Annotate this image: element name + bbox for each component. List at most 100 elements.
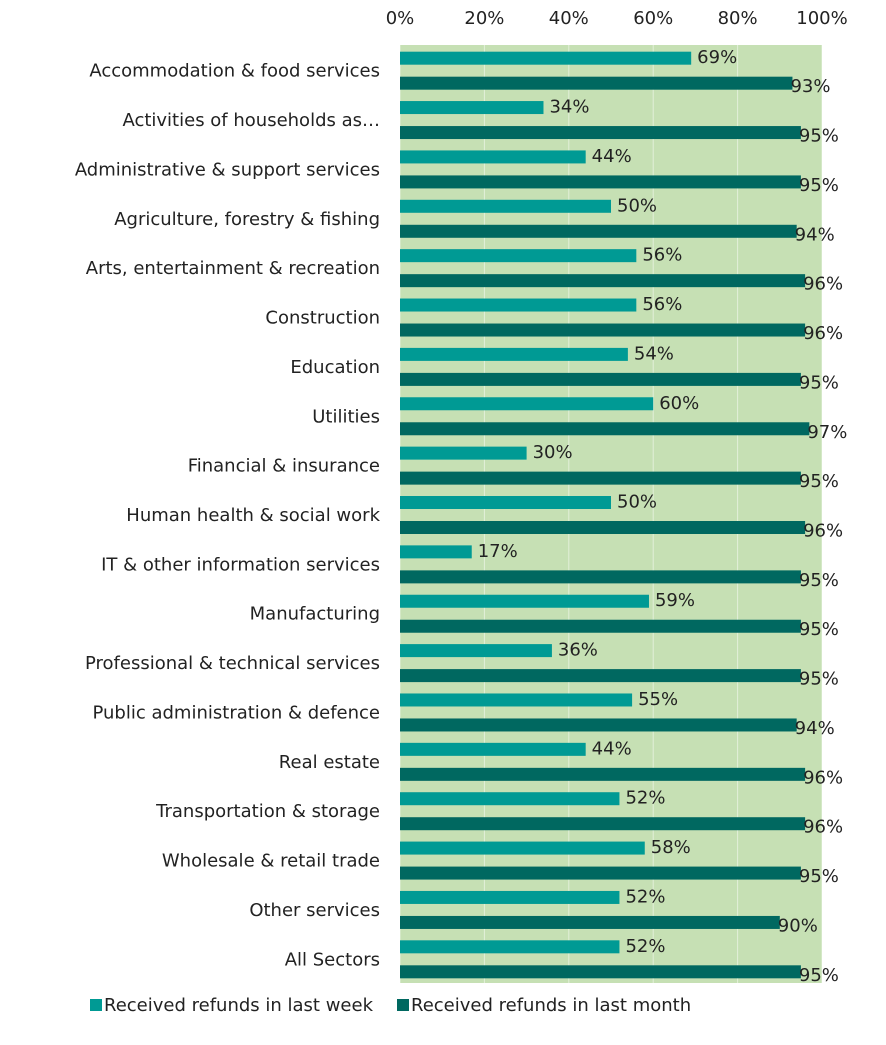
value-label: 95% (799, 372, 839, 393)
x-tick-label: 60% (633, 8, 673, 29)
value-label: 30% (533, 442, 573, 463)
value-label: 95% (799, 965, 839, 986)
bar (400, 644, 552, 658)
bar (400, 397, 654, 411)
category-label: Other services (249, 900, 380, 921)
value-label: 17% (478, 541, 518, 562)
value-label: 95% (799, 570, 839, 591)
bar (400, 669, 801, 683)
category-label: All Sectors (285, 949, 380, 970)
value-label: 96% (803, 521, 843, 542)
category-label: Utilities (312, 406, 380, 427)
category-label: Construction (265, 308, 380, 329)
x-tick-label: 20% (464, 8, 504, 29)
bar (400, 817, 806, 831)
value-label: 95% (799, 669, 839, 690)
value-label: 55% (638, 689, 678, 710)
bar (400, 570, 801, 584)
bar (400, 718, 797, 732)
bar (400, 298, 637, 312)
category-label: Transportation & storage (155, 801, 380, 822)
x-tick-label: 100% (796, 8, 847, 29)
bar (400, 126, 801, 140)
legend-swatch (90, 999, 102, 1011)
bar (400, 496, 611, 509)
bar (400, 274, 806, 288)
value-label: 97% (807, 422, 847, 443)
value-label: 96% (803, 767, 843, 788)
bar (400, 372, 801, 386)
value-label: 94% (795, 718, 835, 739)
bar (400, 51, 692, 65)
category-label: Accommodation & food services (89, 61, 380, 82)
category-label: Public administration & defence (92, 702, 380, 723)
value-label: 69% (697, 47, 737, 68)
category-label: Wholesale & retail trade (162, 851, 380, 872)
value-label: 34% (549, 97, 589, 118)
legend-swatch (397, 999, 409, 1011)
bar (400, 940, 620, 954)
bar (400, 471, 801, 485)
bar (400, 890, 620, 904)
bar (400, 199, 611, 213)
category-label: Education (290, 357, 380, 378)
value-label: 50% (617, 492, 657, 513)
value-label: 60% (659, 393, 699, 414)
value-label: 56% (642, 245, 682, 266)
bar (400, 101, 544, 115)
category-label: Manufacturing (250, 604, 380, 625)
value-label: 90% (778, 915, 818, 936)
value-label: 36% (558, 640, 598, 661)
category-label: Agriculture, forestry & fishing (114, 209, 380, 230)
bar (400, 422, 810, 436)
value-label: 96% (803, 323, 843, 344)
bar (400, 693, 633, 707)
bar (400, 742, 586, 756)
value-label: 54% (634, 343, 674, 364)
value-label: 95% (799, 126, 839, 147)
value-label: 94% (795, 224, 835, 245)
bar (400, 866, 801, 880)
bar (400, 545, 472, 559)
value-label: 96% (803, 817, 843, 838)
value-label: 44% (592, 146, 632, 167)
value-label: 44% (592, 738, 632, 759)
category-label: Financial & insurance (188, 456, 380, 477)
value-label: 59% (655, 590, 695, 611)
value-label: 95% (799, 866, 839, 887)
value-label: 52% (625, 886, 665, 907)
bar (400, 915, 780, 929)
value-label: 52% (625, 788, 665, 809)
category-label: Arts, entertainment & recreation (86, 258, 380, 279)
bar (400, 150, 586, 164)
category-label: Professional & technical services (85, 653, 380, 674)
legend-label: Received refunds in last month (411, 995, 691, 1016)
bar (400, 792, 620, 806)
value-label: 58% (651, 837, 691, 858)
category-label: IT & other information services (101, 554, 380, 575)
value-label: 56% (642, 294, 682, 315)
bar (400, 76, 793, 90)
value-label: 96% (803, 274, 843, 295)
value-label: 95% (799, 471, 839, 492)
category-label: Administrative & support services (75, 159, 380, 180)
value-label: 95% (799, 619, 839, 640)
bar (400, 224, 797, 238)
bar (400, 323, 806, 337)
category-label: Activities of households as… (122, 110, 380, 131)
bar (400, 347, 628, 361)
category-label: Human health & social work (126, 505, 380, 526)
value-label: 50% (617, 195, 657, 216)
bar (400, 965, 801, 979)
value-label: 95% (799, 175, 839, 196)
value-label: 52% (625, 936, 665, 957)
x-tick-label: 80% (718, 8, 758, 29)
bar (400, 175, 801, 189)
bar (400, 767, 806, 781)
bar (400, 446, 527, 460)
legend-label: Received refunds in last week (104, 995, 374, 1016)
x-tick-label: 0% (386, 8, 415, 29)
bar (400, 249, 637, 263)
bar (400, 841, 645, 855)
